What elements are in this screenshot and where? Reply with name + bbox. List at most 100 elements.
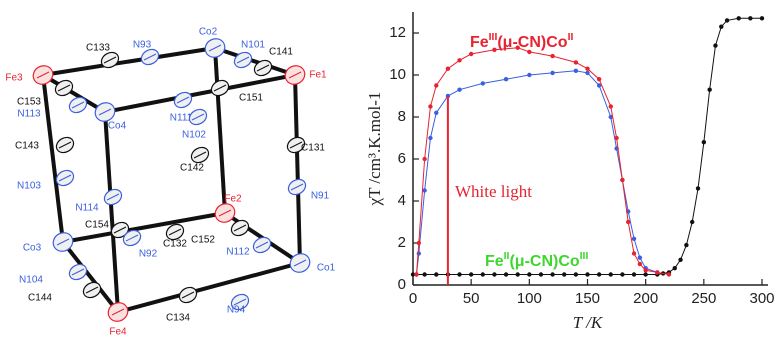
page: {"diagram": {"nodes": [ {"label": "Fe3"}… [0,0,779,337]
data-point [422,157,426,161]
data-point [707,88,711,92]
data-point [597,77,601,81]
data-point [434,83,438,87]
atom-label: N92 [139,249,158,260]
y-axis-title: χT /cm³.K.mol-1 [365,92,384,207]
data-point [481,272,485,276]
data-point [673,266,677,270]
x-tick-label: 200 [633,290,658,307]
atom-label: C152 [191,235,215,246]
annotation-text: (μ-CN)Co [509,253,579,270]
annotation-text: White light [455,182,532,201]
y-tick-label: 0 [398,276,406,293]
data-point [492,272,496,276]
bond [105,112,118,312]
y-tick-label: 12 [389,24,406,41]
x-tick-label: 150 [575,290,600,307]
atom-label: C133 [86,43,110,54]
series-line [416,48,668,275]
data-point [609,104,613,108]
x-tick-label: 250 [691,290,716,307]
data-point [434,111,438,115]
data-point [696,186,700,190]
data-point [632,272,636,276]
data-point [469,272,473,276]
data-point [655,270,659,274]
annotation-superscript: III [580,251,589,262]
data-point [539,272,543,276]
bond [43,48,215,75]
data-point [562,272,566,276]
data-point [725,18,729,22]
data-point [574,60,578,64]
data-point [434,272,438,276]
data-point [422,272,426,276]
atom-label: C134 [166,313,190,324]
y-tick-label: 4 [398,192,406,209]
annotation: White light [455,182,532,201]
x-tick-label: 50 [463,290,480,307]
atom-label: Fe4 [109,327,127,337]
atom-label: C144 [28,293,52,304]
data-point [550,71,554,75]
atom-label: C143 [15,141,39,152]
bond [105,75,295,112]
data-point [620,272,624,276]
data-point [428,136,432,140]
atom-label: C151 [239,93,263,104]
data-point [585,71,589,75]
data-point [684,243,688,247]
data-point [469,52,473,56]
annotation-text: Fe [485,253,504,270]
atom-label: C153 [17,97,41,108]
data-point [638,262,642,266]
atom-label: N103 [17,181,41,192]
annotation-superscript: II [568,32,574,43]
bond [43,75,63,242]
data-point [446,67,450,71]
atom-label: C131 [301,143,325,154]
data-point [690,220,694,224]
data-point [643,272,647,276]
data-point [417,241,421,245]
data-point [597,272,601,276]
x-tick-label: 100 [517,290,542,307]
data-point [638,256,642,260]
y-tick-label: 10 [389,66,406,83]
figure: Fe3C133N93Co2N101C141Fe1C153N113Co4N111C… [0,0,779,337]
atom-label: Co4 [108,121,127,132]
data-point [760,16,764,20]
data-point [702,140,706,144]
data-point [527,272,531,276]
data-point [585,272,589,276]
atom-label: N104 [19,275,43,286]
data-point [504,272,508,276]
annotation-text: (μ-CN)Co [497,34,567,51]
data-point [422,188,426,192]
data-point [574,272,578,276]
y-tick-label: 8 [398,108,406,125]
data-point [614,136,618,140]
atom-label: Co3 [23,243,42,254]
data-point [428,104,432,108]
data-point [719,25,723,29]
data-point [504,77,508,81]
data-point [492,48,496,52]
data-point [748,16,752,20]
data-point [737,16,741,20]
data-point [550,54,554,58]
data-point [678,258,682,262]
data-point [620,178,624,182]
atom-label: N113 [17,109,41,120]
atom-label: C132 [163,239,187,250]
data-point [457,272,461,276]
atom-label: N114 [75,203,99,214]
data-point [574,69,578,73]
atom-label: N93 [133,40,152,51]
bond [215,48,225,213]
data-point [527,73,531,77]
atom-label: C142 [180,163,204,174]
annotation-superscript: III [489,32,498,43]
atom-label: N102 [182,130,206,141]
data-point [414,272,418,276]
